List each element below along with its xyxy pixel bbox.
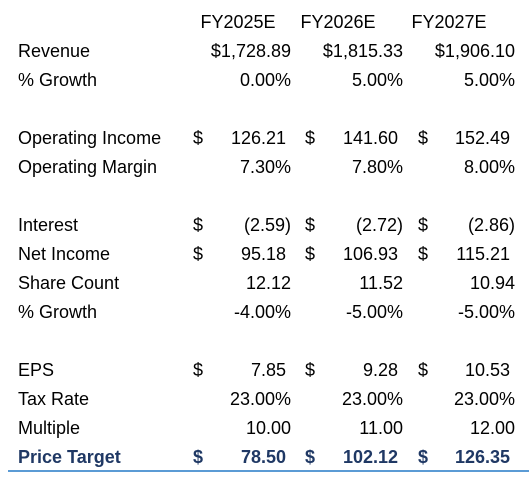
- currency-symbol: $: [418, 244, 429, 264]
- cell-value: $1,906.10: [434, 41, 515, 61]
- cell-value: 7.85: [250, 360, 286, 380]
- cell-value: $1,728.89: [210, 41, 291, 61]
- row-label: % Growth: [18, 70, 98, 90]
- cell-value: 152.49: [454, 128, 510, 148]
- cell-value: 10.94: [469, 273, 515, 293]
- cell-value: 23.00%: [453, 389, 515, 409]
- cell-value: (2.59): [243, 215, 291, 235]
- cell-value: 12.12: [245, 273, 291, 293]
- cell-value: (2.72): [355, 215, 403, 235]
- cell-value: 7.30%: [239, 157, 291, 177]
- cell-value: -5.00%: [457, 302, 515, 322]
- cell-value: 23.00%: [229, 389, 291, 409]
- cell-value: 10.00: [245, 418, 291, 438]
- currency-symbol: $: [193, 128, 204, 148]
- cell-value: 95.18: [240, 244, 286, 264]
- column-header: FY2026E: [300, 12, 376, 32]
- row-label: Operating Margin: [18, 157, 158, 177]
- row-label: Share Count: [18, 273, 120, 293]
- cell-value: 106.93: [342, 244, 398, 264]
- cell-value: 5.00%: [351, 70, 403, 90]
- cell-value: 5.00%: [463, 70, 515, 90]
- cell-value: 11.52: [359, 273, 403, 293]
- currency-symbol: $: [418, 360, 429, 380]
- column-header: FY2025E: [200, 12, 276, 32]
- row-label: Net Income: [18, 244, 111, 264]
- currency-symbol: $: [305, 215, 316, 235]
- cell-value: 12.00: [469, 418, 515, 438]
- cell-value: 141.60: [342, 128, 398, 148]
- total-rule: [8, 470, 529, 472]
- currency-symbol: $: [305, 360, 316, 380]
- cell-value: 23.00%: [341, 389, 403, 409]
- row-label: Operating Income: [18, 128, 162, 148]
- cell-value: 0.00%: [239, 70, 291, 90]
- row-label: Multiple: [18, 418, 81, 438]
- cell-value: 78.50: [240, 447, 286, 467]
- cell-value: 11.00: [359, 418, 403, 438]
- currency-symbol: $: [305, 128, 316, 148]
- row-label: Interest: [18, 215, 79, 235]
- cell-value: 10.53: [464, 360, 510, 380]
- currency-symbol: $: [418, 128, 429, 148]
- currency-symbol: $: [193, 244, 204, 264]
- currency-symbol: $: [193, 447, 204, 467]
- currency-symbol: $: [418, 447, 429, 467]
- row-label: Revenue: [18, 41, 91, 61]
- cell-value: 126.21: [230, 128, 286, 148]
- row-label: Tax Rate: [18, 389, 90, 409]
- cell-value: 8.00%: [463, 157, 515, 177]
- cell-value: (2.86): [467, 215, 515, 235]
- currency-symbol: $: [193, 215, 204, 235]
- row-label: Price Target: [18, 447, 121, 467]
- row-label: EPS: [18, 360, 55, 380]
- currency-symbol: $: [305, 447, 316, 467]
- cell-value: 115.21: [456, 244, 510, 264]
- cell-value: -4.00%: [233, 302, 291, 322]
- cell-value: 9.28: [362, 360, 398, 380]
- currency-symbol: $: [193, 360, 204, 380]
- cell-value: $1,815.33: [322, 41, 403, 61]
- currency-symbol: $: [305, 244, 316, 264]
- cell-value: 102.12: [342, 447, 398, 467]
- cell-value: 7.80%: [351, 157, 403, 177]
- cell-value: 126.35: [454, 447, 510, 467]
- currency-symbol: $: [418, 215, 429, 235]
- cell-value: -5.00%: [345, 302, 403, 322]
- column-header: FY2027E: [411, 12, 487, 32]
- row-label: % Growth: [18, 302, 98, 322]
